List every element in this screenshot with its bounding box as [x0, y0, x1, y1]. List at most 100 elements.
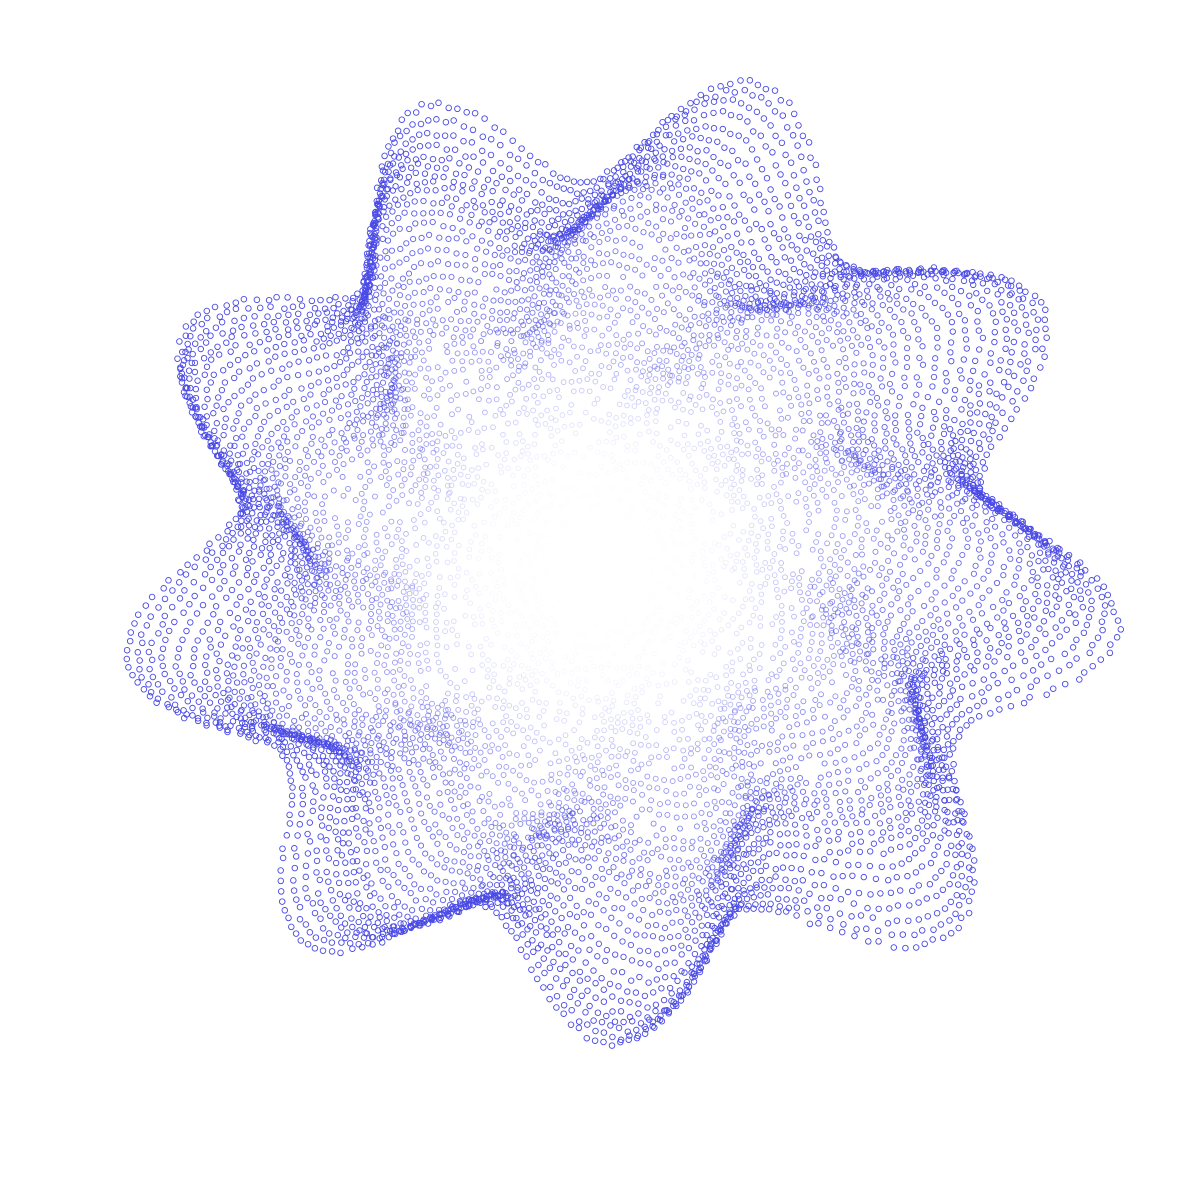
- dot: [711, 284, 718, 291]
- dot: [866, 745, 874, 752]
- dot: [309, 433, 316, 440]
- dot: [881, 660, 888, 667]
- dot: [587, 348, 594, 355]
- dot: [904, 473, 911, 480]
- dot: [814, 387, 821, 394]
- dot: [329, 426, 336, 433]
- dot: [734, 396, 740, 402]
- dot: [906, 629, 913, 636]
- dot: [685, 859, 692, 866]
- dot: [312, 725, 319, 732]
- dot: [719, 768, 726, 774]
- dot: [970, 570, 977, 577]
- dot: [743, 282, 750, 290]
- dot: [299, 611, 306, 618]
- dot: [913, 648, 920, 655]
- dot: [375, 816, 382, 823]
- dot: [276, 614, 284, 621]
- dot: [440, 737, 447, 744]
- dot: [680, 880, 687, 887]
- dot: [836, 586, 843, 593]
- dot: [275, 479, 282, 486]
- dot: [460, 735, 467, 742]
- dot: [899, 776, 906, 783]
- dot: [401, 698, 408, 705]
- dot: [880, 364, 887, 371]
- dot: [466, 843, 473, 850]
- dot: [814, 622, 820, 629]
- dot: [434, 364, 441, 371]
- dot: [325, 432, 333, 439]
- dot: [295, 503, 302, 511]
- dot: [678, 207, 685, 215]
- dot: [345, 485, 352, 492]
- dot: [388, 440, 395, 446]
- dot: [614, 795, 621, 802]
- dot: [890, 489, 897, 496]
- dot: [399, 275, 406, 282]
- dot: [937, 626, 944, 633]
- dot: [664, 799, 671, 806]
- dot: [297, 479, 305, 487]
- dot: [367, 750, 374, 757]
- dot: [831, 561, 838, 568]
- dot: [877, 792, 884, 799]
- dot: [706, 811, 713, 818]
- dot: [717, 379, 724, 385]
- dot: [561, 259, 568, 266]
- dot: [815, 396, 821, 403]
- dot: [437, 209, 444, 217]
- dot: [309, 567, 316, 574]
- dot: [893, 654, 900, 661]
- dot: [842, 516, 849, 523]
- dot: [341, 626, 348, 633]
- dot: [673, 244, 680, 251]
- dot: [664, 300, 671, 307]
- dot: [761, 302, 769, 309]
- dot: [478, 386, 484, 393]
- dot: [754, 808, 761, 816]
- dot: [364, 758, 372, 766]
- dot: [352, 585, 359, 592]
- dot: [426, 745, 433, 752]
- dot: [384, 644, 391, 651]
- dot: [885, 736, 892, 743]
- dot: [906, 496, 913, 503]
- dot: [933, 566, 940, 573]
- dot: [529, 326, 536, 333]
- dot: [388, 275, 395, 282]
- dot: [574, 353, 580, 360]
- dot: [814, 306, 821, 313]
- dot: [884, 544, 891, 551]
- dot: [419, 310, 426, 318]
- dot: [766, 792, 773, 799]
- dot: [441, 715, 448, 722]
- dot: [756, 427, 763, 434]
- dot: [844, 559, 851, 566]
- dot: [902, 452, 909, 459]
- dot: [898, 745, 905, 752]
- dot: [568, 868, 575, 875]
- dot: [372, 423, 379, 430]
- dot: [552, 286, 559, 294]
- dot: [389, 408, 396, 415]
- dot: [451, 367, 458, 374]
- dot: [263, 674, 270, 681]
- dot: [691, 800, 697, 807]
- dot: [986, 587, 993, 594]
- dot: [406, 339, 413, 346]
- dot: [722, 819, 729, 826]
- dot: [251, 448, 258, 456]
- dot: [842, 741, 849, 748]
- dot: [964, 535, 972, 542]
- dot: [520, 270, 528, 277]
- dot: [896, 588, 903, 595]
- dot: [489, 847, 496, 854]
- dot: [335, 403, 342, 410]
- dot: [855, 789, 862, 796]
- dot: [914, 492, 921, 500]
- dot: [677, 918, 684, 925]
- dot: [856, 291, 863, 298]
- dot: [485, 227, 492, 235]
- dot: [681, 339, 688, 346]
